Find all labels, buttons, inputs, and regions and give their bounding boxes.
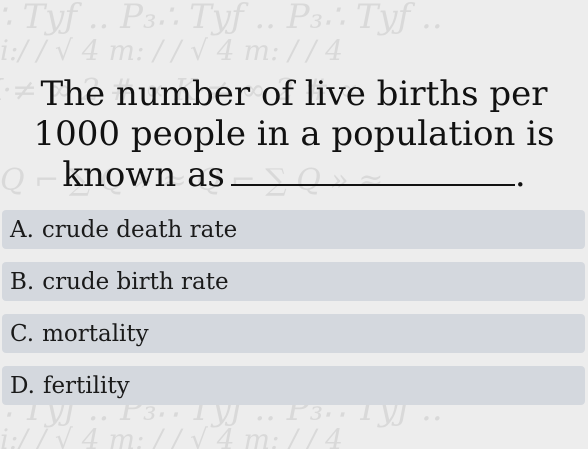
option-c[interactable]: C. mortality xyxy=(2,314,585,353)
question-stem: The number of live births per 1000 peopl… xyxy=(33,74,555,195)
option-text: fertility xyxy=(42,372,130,399)
answer-blank xyxy=(230,154,515,186)
svg-text:i:/ ∕ √ 4 m: / ∕ √ 4 m: / ∕ 4: i:/ ∕ √ 4 m: / ∕ √ 4 m: / ∕ 4 xyxy=(0,423,343,449)
option-text: mortality xyxy=(42,320,149,347)
question-period: . xyxy=(514,155,526,195)
question-text: The number of live births per 1000 peopl… xyxy=(20,74,568,195)
option-b[interactable]: B. crude birth rate xyxy=(2,262,585,301)
option-text: crude birth rate xyxy=(42,268,229,295)
option-letter: D. xyxy=(10,372,35,399)
option-d[interactable]: D. fertility xyxy=(2,366,585,405)
svg-text:i:/ ∕ √ 4 m: / ∕ √ 4 m: / ∕ 4: i:/ ∕ √ 4 m: / ∕ √ 4 m: / ∕ 4 xyxy=(0,34,343,67)
option-a[interactable]: A. crude death rate xyxy=(2,210,585,249)
option-letter: C. xyxy=(10,320,35,347)
option-letter: A. xyxy=(10,216,34,243)
option-text: crude death rate xyxy=(41,216,238,243)
option-letter: B. xyxy=(10,268,35,295)
answer-options: A. crude death rate B. crude birth rate … xyxy=(2,210,585,418)
svg-text:∴ Tyƒ .. P₃∴ Tyƒ .. P₃∴ Tyƒ ..: ∴ Tyƒ .. P₃∴ Tyƒ .. P₃∴ Tyƒ .. xyxy=(0,0,443,37)
